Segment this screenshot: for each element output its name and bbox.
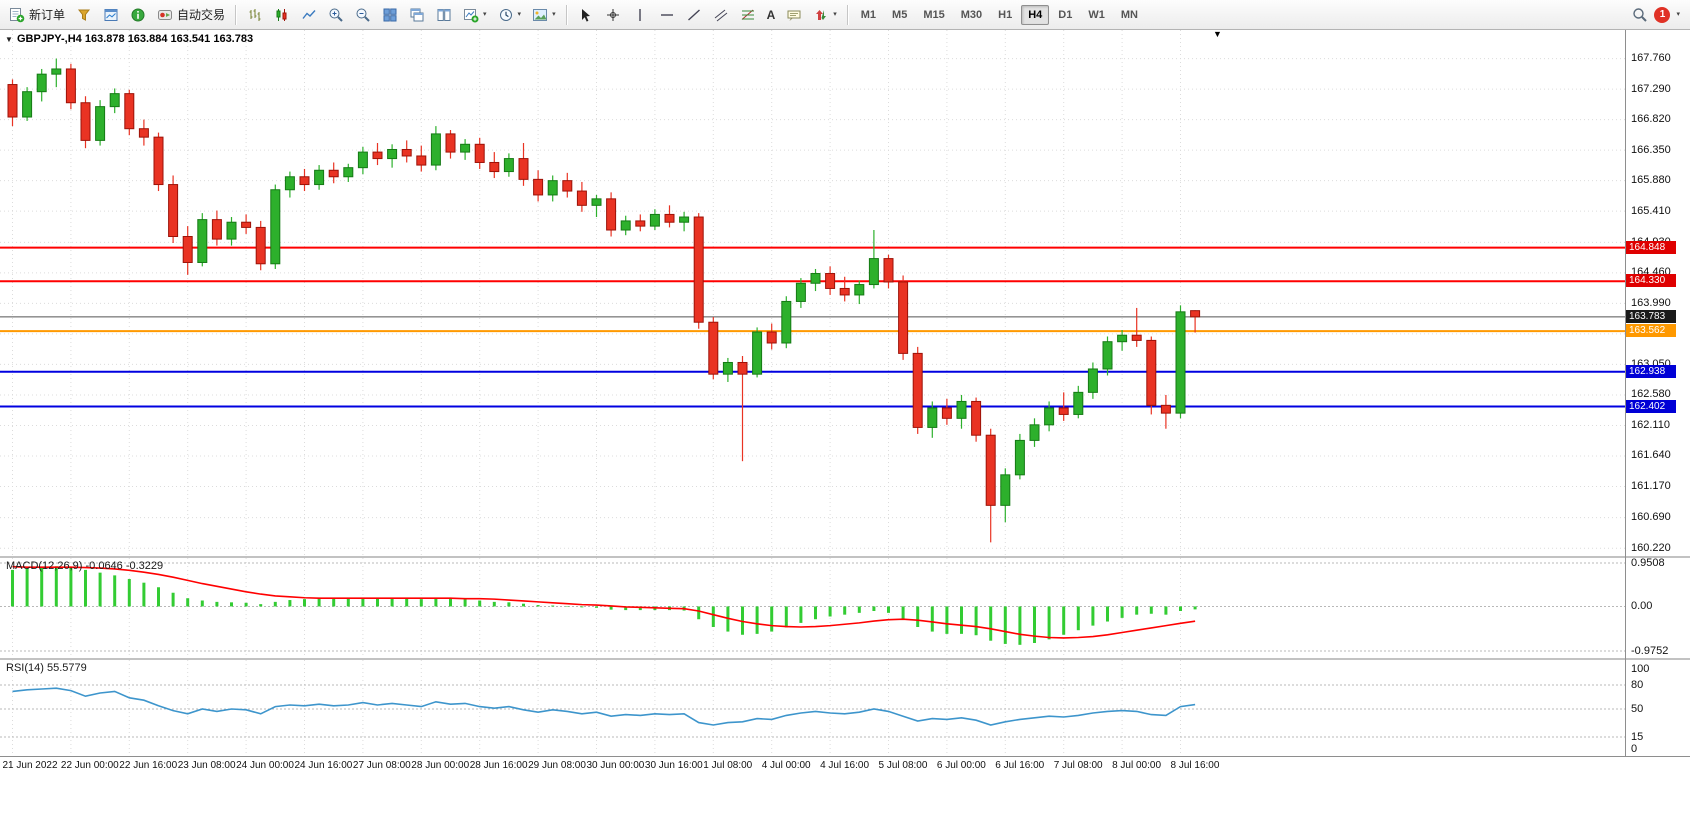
timeframe-button-m5[interactable]: M5: [892, 8, 908, 21]
chevron-down-icon[interactable]: ▾: [1676, 11, 1680, 18]
vertical-line-button[interactable]: [627, 2, 653, 28]
chevron-down-icon: ▾: [833, 11, 837, 18]
funnel-icon: [76, 7, 92, 23]
tile-windows-button[interactable]: [377, 2, 403, 28]
search-icon[interactable]: [1632, 7, 1648, 23]
cascade-windows-icon: [409, 7, 425, 23]
autotrading-button[interactable]: 自动交易: [152, 2, 230, 28]
fibonacci-icon: [740, 7, 756, 23]
cascade-windows-button[interactable]: [404, 2, 430, 28]
bar-chart-icon: [247, 7, 263, 23]
chevron-down-icon: ▾: [552, 11, 556, 18]
indicators-button[interactable]: ▾: [458, 2, 492, 28]
line-chart-icon: [301, 7, 317, 23]
arrows-icon: [813, 7, 829, 23]
autotrading-label: 自动交易: [177, 8, 226, 22]
tile-vertical-icon: [436, 7, 452, 23]
market-depth-button[interactable]: [71, 2, 97, 28]
clock-icon: [498, 7, 514, 23]
zoom-out-icon: [355, 7, 371, 23]
new-order-label: 新订单: [29, 8, 66, 22]
fibonacci-button[interactable]: [735, 2, 761, 28]
macd-splitter[interactable]: [0, 554, 1690, 560]
new-order-icon: [9, 7, 25, 23]
market-watch-button[interactable]: [98, 2, 124, 28]
bar-chart-button[interactable]: [242, 2, 268, 28]
chart-window-icon: [103, 7, 119, 23]
cursor-button[interactable]: [573, 2, 599, 28]
toolbar-separator: [565, 4, 568, 25]
line-chart-button[interactable]: [296, 2, 322, 28]
chevron-down-icon: ▾: [517, 11, 522, 18]
text-button[interactable]: A: [762, 2, 781, 28]
timeframe-button-mn[interactable]: MN: [1120, 8, 1138, 21]
indicators-icon: [463, 7, 479, 23]
periods-button[interactable]: ▾: [493, 2, 527, 28]
trendline-button[interactable]: [681, 2, 707, 28]
timeframe-button-h4[interactable]: H4: [1021, 4, 1050, 25]
notification-badge[interactable]: 1: [1654, 6, 1671, 23]
crosshair-icon: [605, 7, 621, 23]
channel-button[interactable]: [708, 2, 734, 28]
new-order-button[interactable]: 新订单: [4, 2, 70, 28]
timeframe-button-w1[interactable]: W1: [1088, 8, 1105, 21]
timeframe-button-d1[interactable]: D1: [1058, 8, 1073, 21]
one-click-trading-arrow[interactable]: ▼: [5, 35, 13, 44]
zoom-in-button[interactable]: [323, 2, 349, 28]
chevron-down-icon: ▾: [483, 11, 487, 18]
horizontal-line-button[interactable]: [654, 2, 680, 28]
label-button[interactable]: [781, 2, 807, 28]
info-icon: [130, 7, 146, 23]
horizontal-line-icon: [659, 7, 675, 23]
candlestick-chart-icon: [274, 7, 290, 23]
timeframe-button-m1[interactable]: M1: [860, 8, 877, 21]
rsi-splitter[interactable]: [0, 656, 1690, 662]
toolbar-right: 1 ▾: [1632, 6, 1686, 23]
templates-button[interactable]: ▾: [527, 2, 561, 28]
toolbar-separator: [235, 4, 238, 25]
timeframe-group: M1 M5 M15 M30 H1 H4 D1 W1 MN: [854, 4, 1145, 25]
toolbar-separator: [846, 4, 849, 25]
notification-count: 1: [1659, 9, 1666, 20]
zoom-in-icon: [328, 7, 344, 23]
zoom-out-button[interactable]: [350, 2, 376, 28]
trendline-icon: [686, 7, 702, 23]
timeframe-button-h1[interactable]: H1: [998, 8, 1013, 21]
data-window-button[interactable]: [125, 2, 151, 28]
channel-icon: [713, 7, 729, 23]
crosshair-button[interactable]: [600, 2, 626, 28]
autotrading-icon: [157, 7, 173, 23]
arrows-button[interactable]: ▾: [808, 2, 842, 28]
candlestick-chart-button[interactable]: [269, 2, 295, 28]
vertical-line-icon: [632, 7, 648, 23]
text-label-icon: [786, 7, 802, 23]
cursor-arrow-icon: [578, 7, 594, 23]
timeframe-button-m15[interactable]: M15: [923, 8, 945, 21]
template-image-icon: [532, 7, 548, 23]
tile-windows-icon: [382, 7, 398, 23]
tile-vertical-button[interactable]: [431, 2, 457, 28]
timeframe-button-m30[interactable]: M30: [960, 8, 983, 21]
text-icon: A: [766, 7, 776, 22]
toolbar: 新订单 自动交易: [0, 0, 1690, 30]
